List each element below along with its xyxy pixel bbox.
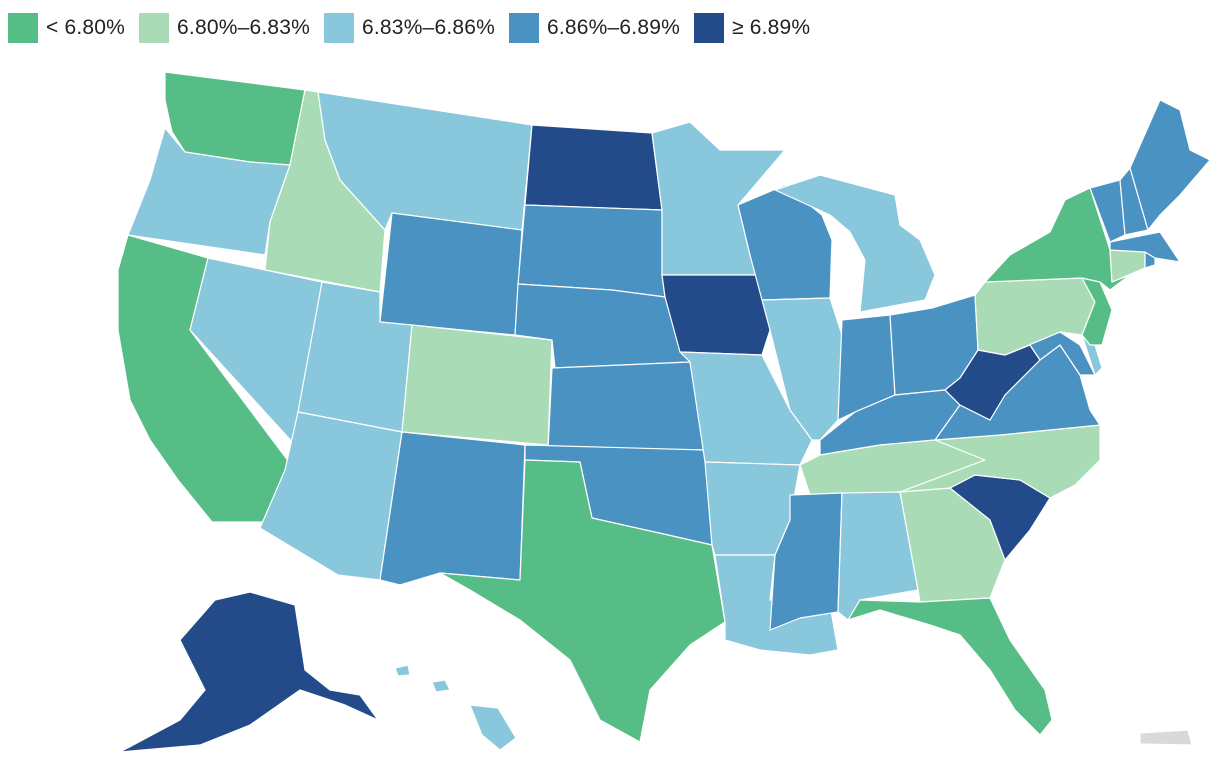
legend-item-bin-1[interactable]: < 6.80% — [8, 13, 125, 43]
state-kansas[interactable] — [547, 361, 706, 451]
legend-item-bin-4[interactable]: 6.86%–6.89% — [508, 13, 680, 43]
legend-label: < 6.80% — [46, 16, 126, 39]
legend-swatch — [508, 13, 539, 43]
state-massachusetts[interactable] — [1109, 231, 1181, 263]
state-michigan[interactable] — [774, 174, 936, 313]
state-arizona[interactable] — [259, 411, 403, 581]
legend-label: ≥ 6.89% — [731, 16, 811, 39]
legend-label: 6.83%–6.86% — [362, 16, 495, 39]
legend-item-bin-3[interactable]: 6.83%–6.86% — [324, 13, 495, 43]
map-legend: < 6.80% 6.80%–6.83% 6.83%–6.86% 6.86%–6.… — [8, 12, 824, 44]
state-missouri[interactable] — [679, 351, 813, 466]
state-maine[interactable] — [1129, 99, 1211, 231]
state-hawaii-big-island[interactable] — [469, 704, 517, 751]
legend-swatch — [693, 13, 724, 43]
state-washington[interactable] — [164, 71, 306, 166]
legend-swatch — [324, 13, 355, 43]
state-puerto-rico[interactable] — [1139, 729, 1193, 746]
state-hawaii-maui[interactable] — [431, 679, 451, 693]
state-florida[interactable] — [847, 597, 1053, 736]
state-south-dakota[interactable] — [517, 204, 666, 298]
state-alaska[interactable] — [119, 591, 379, 753]
legend-item-bin-5[interactable]: ≥ 6.89% — [693, 13, 811, 43]
legend-label: 6.80%–6.83% — [177, 16, 311, 39]
legend-swatch — [139, 13, 170, 43]
state-hawaii[interactable] — [394, 664, 411, 677]
state-maryland[interactable] — [1004, 331, 1096, 376]
state-texas[interactable] — [439, 459, 726, 743]
legend-swatch — [8, 13, 38, 43]
state-iowa[interactable] — [661, 274, 771, 356]
state-wyoming[interactable] — [379, 212, 523, 336]
state-new-jersey[interactable] — [1081, 277, 1113, 346]
state-colorado[interactable] — [401, 324, 553, 446]
legend-label: 6.86%–6.89% — [546, 16, 680, 39]
state-new-mexico[interactable] — [379, 431, 526, 586]
state-north-dakota[interactable] — [524, 124, 663, 211]
legend-item-bin-2[interactable]: 6.80%–6.83% — [139, 13, 310, 43]
